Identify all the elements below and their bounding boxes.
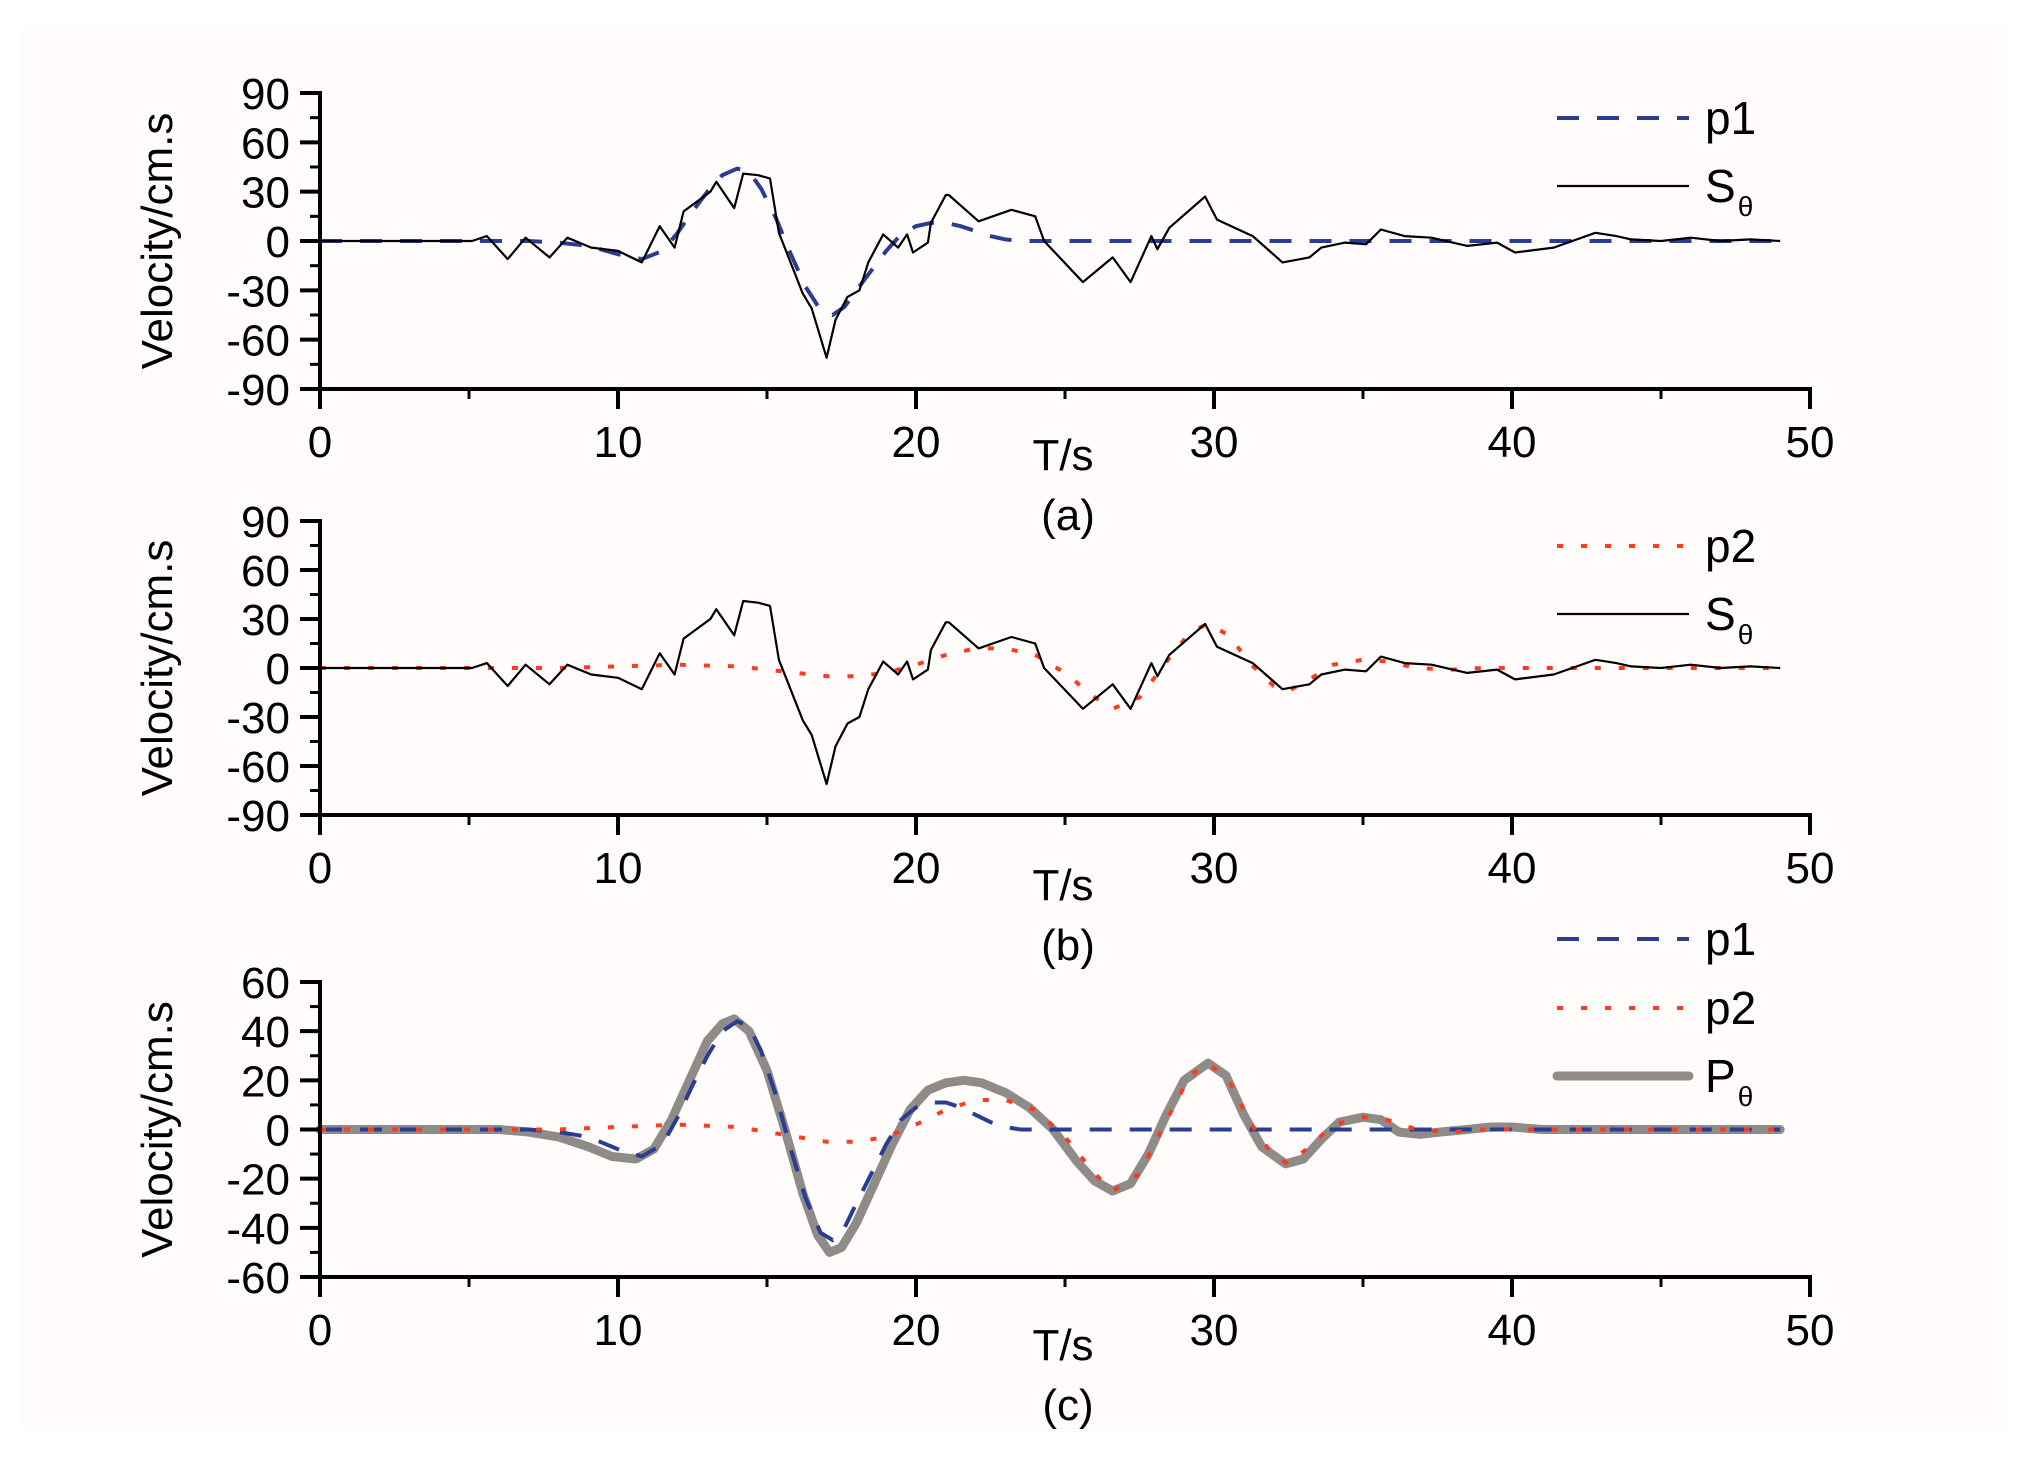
legend: p1 p2 Pθ	[1552, 913, 1756, 1112]
y-tick-label: 60	[241, 547, 290, 596]
y-tick-label: 40	[241, 1008, 290, 1057]
legend-label-p2: p2	[1705, 520, 1756, 572]
x-tick-label: 40	[1488, 418, 1537, 467]
x-tick-label: 30	[1190, 418, 1239, 467]
legend: p2 Sθ	[1557, 520, 1756, 650]
subplot-caption: (b)	[1041, 921, 1095, 970]
subplot-b: 0 10 20 30 40 50-90-60-300306090T/sVelocity/c…	[133, 498, 1834, 970]
y-tick-label: 60	[241, 959, 290, 1008]
y-tick-label: -90	[226, 792, 290, 841]
y-tick-label: 0	[266, 1107, 290, 1156]
series-p1-line	[320, 166, 1781, 318]
series-P-line	[315, 1014, 1785, 1257]
x-tick-label: 0	[308, 1306, 332, 1355]
x-tick-label: 20	[892, 418, 941, 467]
x-tick-label: 50	[1786, 1306, 1835, 1355]
x-axis-title: T/s	[1032, 431, 1093, 480]
subplot-a: 0 10 20 30 40 50-90-60-300306090T/sVelocity/c…	[133, 70, 1834, 540]
y-tick-label: 0	[266, 218, 290, 267]
y-tick-label: 20	[241, 1057, 290, 1106]
x-tick-label: 20	[892, 844, 941, 893]
x-tick-label: 0	[308, 418, 332, 467]
y-tick-label: 30	[241, 596, 290, 645]
legend-label-p2: p2	[1705, 982, 1756, 1034]
y-tick-label: 60	[241, 119, 290, 168]
y-tick-label: 90	[241, 498, 290, 547]
axes	[300, 519, 1812, 835]
subplot-c: 0 10 20 30 40 50-60-40-200204060T/sVelocity/c…	[133, 913, 1834, 1430]
legend-label-S: Sθ	[1705, 588, 1753, 650]
x-tick-label: 10	[594, 844, 643, 893]
x-tick-label: 30	[1190, 1306, 1239, 1355]
x-tick-label: 10	[594, 418, 643, 467]
x-tick-label: 0	[308, 844, 332, 893]
legend-label-p1: p1	[1705, 92, 1756, 144]
x-tick-label: 30	[1190, 844, 1239, 893]
series-S-line	[320, 599, 1781, 786]
y-tick-label: -40	[226, 1205, 290, 1254]
y-axis-title: Velocity/cm.s	[133, 113, 182, 370]
x-tick-label: 40	[1488, 844, 1537, 893]
legend-label-S: Sθ	[1705, 160, 1753, 222]
y-tick-label: -60	[226, 317, 290, 366]
y-tick-label: 30	[241, 169, 290, 218]
x-axis-title: T/s	[1032, 1321, 1093, 1370]
y-axis-title: Velocity/cm.s	[133, 540, 182, 797]
subplot-caption: (c)	[1042, 1381, 1093, 1430]
y-tick-label: -30	[226, 267, 290, 316]
legend-label-P: Pθ	[1705, 1050, 1753, 1112]
y-tick-label: -30	[226, 694, 290, 743]
subplot-caption: (a)	[1041, 491, 1095, 540]
x-tick-label: 10	[594, 1306, 643, 1355]
y-axis-title: Velocity/cm.s	[133, 1001, 182, 1258]
figure-panel: 0 10 20 30 40 50 -90 -60 -30 0 30 60 90 T/s Velocity/c…	[21, 26, 2008, 1430]
y-tick-label: 0	[266, 645, 290, 694]
legend: p1 Sθ	[1557, 92, 1756, 222]
series-p1-line	[320, 1019, 1781, 1243]
axes	[300, 91, 1812, 409]
y-tick-label: -90	[226, 366, 290, 415]
legend-label-p1: p1	[1705, 913, 1756, 965]
x-axis-title: T/s	[1032, 861, 1093, 910]
axes	[300, 980, 1812, 1297]
y-tick-label: -60	[226, 1254, 290, 1303]
y-tick-label: -60	[226, 743, 290, 792]
series-S-line	[320, 172, 1781, 359]
y-tick-label: -20	[226, 1156, 290, 1205]
y-tick-label: 90	[241, 70, 290, 119]
x-tick-label: 20	[892, 1306, 941, 1355]
x-tick-label: 40	[1488, 1306, 1537, 1355]
x-tick-label: 50	[1786, 418, 1835, 467]
x-tick-label: 50	[1786, 844, 1835, 893]
chart-canvas: 0 10 20 30 40 50-90-60-300306090T/sVelocity/c…	[133, 70, 1834, 1430]
series-p2-line	[320, 621, 1781, 712]
